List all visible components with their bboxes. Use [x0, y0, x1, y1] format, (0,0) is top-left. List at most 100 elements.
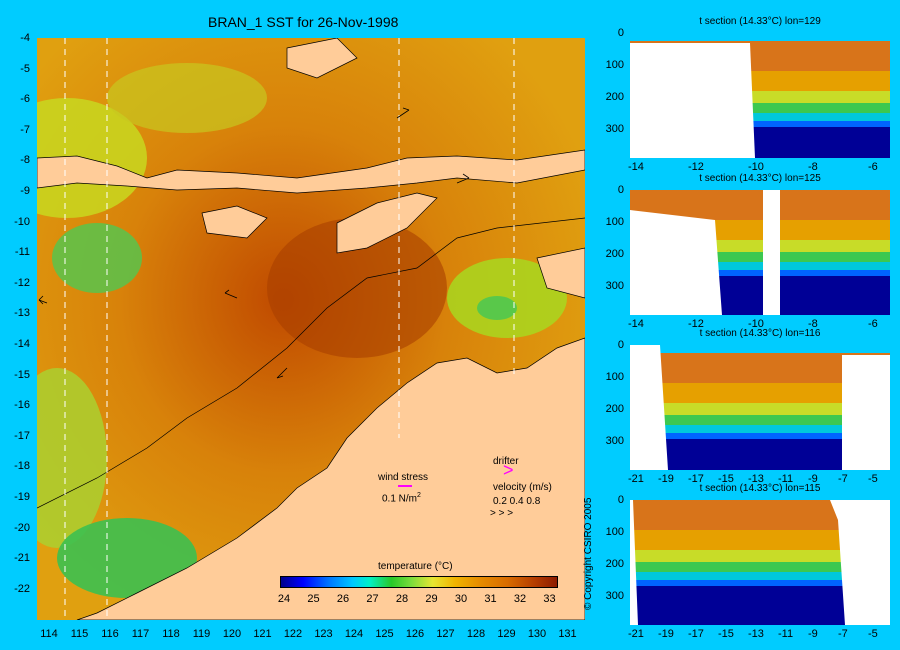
- colorbar-tick: 26: [336, 593, 350, 605]
- section-x-tick: -11: [778, 473, 794, 485]
- section-x-tick: -14: [628, 318, 644, 330]
- section-x-tick: -13: [748, 473, 764, 485]
- map-y-tick: -11: [14, 246, 30, 259]
- section-y-tick: 0: [617, 339, 624, 351]
- map-x-tick: 122: [283, 628, 303, 640]
- section-y-tick: 200: [605, 91, 624, 103]
- colorbar-tick: 32: [513, 593, 527, 605]
- wind-stress-value: 0.1 N/m2: [382, 492, 421, 504]
- map-title: BRAN_1 SST for 26-Nov-1998: [208, 14, 399, 30]
- drifter-label: drifter: [493, 456, 519, 467]
- map-x-tick: 128: [466, 628, 486, 640]
- map-x-tick: 125: [375, 628, 394, 640]
- section-title: t section (14.33°C) lon=125: [699, 173, 821, 184]
- map-x-tick: 120: [222, 628, 242, 640]
- sumba-island: [201, 205, 268, 239]
- map-y-tick: -4: [20, 32, 30, 44]
- section-y-tick: 300: [605, 435, 624, 447]
- map-y-tick: -14: [14, 338, 30, 350]
- wind-stress-arrow-icon: [398, 485, 412, 487]
- wind-stress-value-text: 0.1 N/m: [382, 493, 418, 505]
- section-y-tick: 200: [605, 558, 624, 570]
- section-y-tick: 0: [617, 494, 624, 506]
- section-x-tick: -9: [808, 628, 818, 640]
- shelf-contour: [37, 217, 585, 509]
- section-panel: [630, 500, 890, 625]
- section-title: t section (14.33°C) lon=115: [699, 483, 821, 494]
- section-y-tick: 100: [605, 216, 624, 228]
- map-x-tick: 119: [192, 628, 211, 640]
- colorbar-title: temperature (°C): [378, 561, 453, 572]
- velocity-values: 0.2 0.4 0.8: [493, 496, 541, 507]
- colorbar-tick: 24: [277, 593, 291, 605]
- section-x-tick: -9: [808, 473, 818, 485]
- section-y-tick: 0: [617, 184, 624, 196]
- map-y-tick: -8: [20, 154, 30, 167]
- tiwi-island: [536, 247, 585, 299]
- map-x-tick: 127: [436, 628, 455, 640]
- map-x-tick: 126: [405, 628, 425, 640]
- section-x-tick: -13: [748, 628, 764, 640]
- section-x-tick: -6: [868, 318, 878, 330]
- map-x-tick: 123: [314, 628, 333, 640]
- drifter-arrow-icon: >: [503, 460, 514, 480]
- colorbar-tick: 30: [454, 593, 468, 605]
- section-y-tick: 100: [605, 371, 624, 383]
- map-x-tick: 130: [527, 628, 547, 640]
- map-y-tick: -22: [14, 582, 30, 595]
- colorbar-tick: 31: [484, 593, 497, 605]
- section-x-tick: -7: [838, 473, 848, 485]
- section-y-tick: 300: [605, 590, 624, 602]
- map-y-tick: -7: [20, 123, 30, 136]
- section-x-tick: -15: [718, 628, 734, 640]
- map-x-tick: 121: [253, 628, 272, 640]
- velocity-arrows-icon: > > >: [490, 508, 514, 519]
- section-x-tick: -7: [838, 628, 848, 640]
- section-x-tick: -17: [688, 628, 704, 640]
- section-x-tick: -5: [868, 473, 878, 485]
- section-x-tick: -11: [778, 628, 794, 640]
- map-y-tick: -13: [14, 307, 30, 320]
- map-y-tick: -19: [14, 491, 30, 503]
- map-y-tick: -16: [14, 399, 30, 412]
- sulawesi-island: [286, 38, 358, 79]
- section-x-tick: -21: [628, 473, 644, 485]
- map-y-tick: -18: [14, 460, 30, 473]
- map-x-tick: 114: [40, 628, 58, 640]
- map-x-tick: 117: [131, 628, 150, 640]
- map-y-tick: -17: [14, 429, 30, 442]
- section-title: t section (14.33°C) lon=116: [699, 328, 821, 339]
- map-x-tick: 115: [70, 628, 89, 640]
- section-y-tick: 200: [605, 248, 624, 260]
- wind-stress-superscript: 2: [417, 492, 421, 499]
- map-y-tick: -10: [14, 215, 30, 228]
- velocity-label: velocity (m/s): [493, 482, 552, 493]
- section-y-tick: 100: [605, 59, 624, 71]
- section-y-tick: 300: [605, 280, 624, 292]
- section-x-tick: -15: [718, 473, 734, 485]
- section-y-tick: 100: [605, 526, 624, 538]
- section-x-tick: -10: [748, 318, 764, 330]
- section-x-tick: -8: [808, 318, 818, 330]
- colorbar-tick: 33: [543, 593, 556, 605]
- section-x-tick: -19: [658, 473, 674, 485]
- section-x-tick: -10: [748, 161, 764, 173]
- section-x-tick: -17: [688, 473, 704, 485]
- map-x-tick: 129: [497, 628, 516, 640]
- timor-island: [336, 192, 438, 254]
- sst-map-canvas: [37, 38, 585, 620]
- map-y-tick: -12: [14, 276, 30, 289]
- colorbar-tick: 29: [425, 593, 438, 605]
- section-x-tick: -12: [688, 318, 704, 330]
- map-x-tick: 118: [162, 628, 180, 640]
- colorbar-tick: 25: [307, 593, 320, 605]
- map-y-tick: -15: [14, 368, 30, 381]
- map-x-tick: 124: [344, 628, 364, 640]
- section-y-tick: 200: [605, 403, 624, 415]
- colorbar-tick: 27: [366, 593, 379, 605]
- map-y-tick: -21: [14, 552, 30, 565]
- map-y-tick: -20: [14, 521, 30, 534]
- section-y-tick: 0: [617, 27, 624, 39]
- sst-map: [37, 38, 585, 620]
- section-y-tick: 300: [605, 123, 624, 135]
